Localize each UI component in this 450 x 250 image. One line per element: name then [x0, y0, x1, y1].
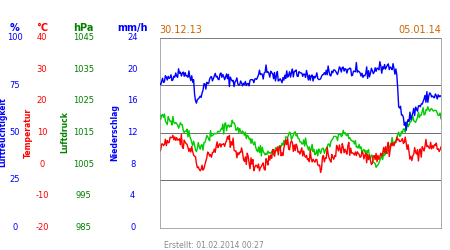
Text: Niederschlag: Niederschlag [110, 104, 119, 161]
Text: Temperatur: Temperatur [23, 108, 32, 158]
Text: 0: 0 [130, 223, 135, 232]
Text: 1015: 1015 [73, 128, 94, 137]
Text: 30: 30 [36, 65, 47, 74]
Text: Erstellt: 01.02.2014 00:27: Erstellt: 01.02.2014 00:27 [164, 240, 264, 250]
Text: 1025: 1025 [73, 96, 94, 105]
Text: 12: 12 [127, 128, 138, 137]
Text: hPa: hPa [73, 23, 94, 33]
Text: 16: 16 [127, 96, 138, 105]
Text: 10: 10 [36, 128, 47, 137]
Text: 25: 25 [9, 176, 20, 184]
Text: 1035: 1035 [73, 65, 94, 74]
Text: mm/h: mm/h [117, 23, 148, 33]
Text: 20: 20 [127, 65, 138, 74]
Text: 75: 75 [9, 80, 20, 90]
Text: 05.01.14: 05.01.14 [398, 25, 441, 35]
Text: -20: -20 [35, 223, 49, 232]
Text: 50: 50 [9, 128, 20, 137]
Text: 0: 0 [39, 160, 45, 169]
Text: °C: °C [36, 23, 48, 33]
Text: 995: 995 [76, 191, 91, 200]
Text: 1045: 1045 [73, 33, 94, 42]
Text: 8: 8 [130, 160, 135, 169]
Text: 4: 4 [130, 191, 135, 200]
Text: -10: -10 [35, 191, 49, 200]
Text: 985: 985 [75, 223, 91, 232]
Text: Luftfeuchtigkeit: Luftfeuchtigkeit [0, 98, 8, 168]
Text: 1005: 1005 [73, 160, 94, 169]
Text: 20: 20 [36, 96, 47, 105]
Text: 30.12.13: 30.12.13 [160, 25, 202, 35]
Text: 40: 40 [36, 33, 47, 42]
Text: %: % [10, 23, 20, 33]
Text: 0: 0 [12, 223, 18, 232]
Text: Luftdruck: Luftdruck [61, 112, 70, 154]
Text: 24: 24 [127, 33, 138, 42]
Text: 100: 100 [7, 33, 22, 42]
